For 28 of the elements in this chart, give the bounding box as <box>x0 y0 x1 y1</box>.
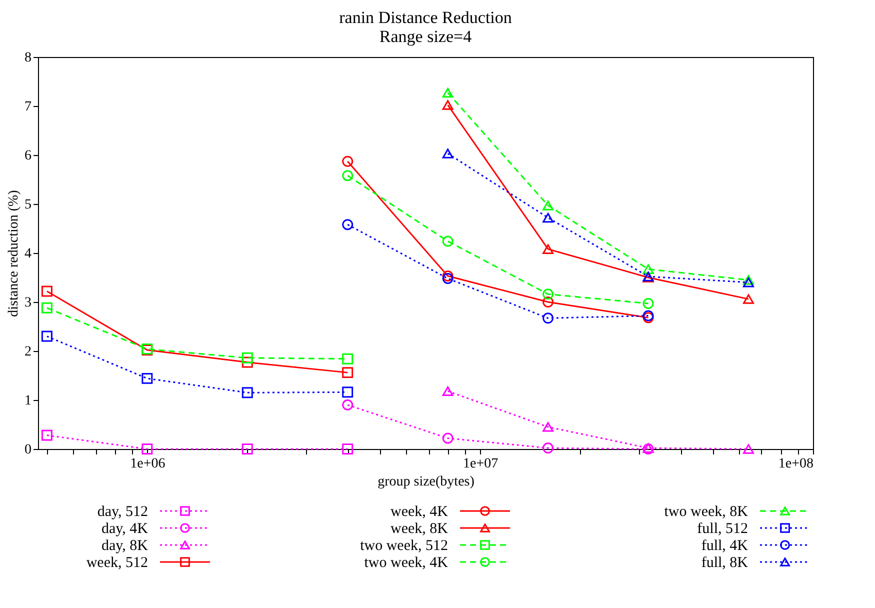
legend-label: week, 512 <box>86 555 148 571</box>
legend-label: week, 4K <box>390 504 448 520</box>
y-tick-label: 2 <box>24 344 32 360</box>
legend-label: full, 8K <box>701 555 748 571</box>
legend-label: full, 4K <box>701 538 748 554</box>
chart-subtitle: Range size=4 <box>379 27 472 46</box>
y-tick-label: 8 <box>24 50 32 66</box>
y-tick-label: 3 <box>24 296 32 310</box>
y-tick-label: 6 <box>24 148 32 164</box>
legend-label: full, 512 <box>697 521 748 537</box>
x-axis-title: group size(bytes) <box>378 474 475 490</box>
legend-label: two week, 8K <box>664 504 748 520</box>
x-tick-label: 1e+07 <box>463 456 498 472</box>
y-tick-label: 7 <box>24 100 32 114</box>
legend-label: two week, 4K <box>364 555 448 571</box>
y-tick-label: 1 <box>24 394 32 408</box>
x-tick-label: 1e+08 <box>778 456 814 472</box>
legend-label: day, 8K <box>101 538 148 554</box>
legend-label: day, 4K <box>101 521 148 537</box>
chart-title: ranin Distance Reduction <box>339 8 512 27</box>
legend-label: two week, 512 <box>360 538 448 554</box>
legend-label: week, 8K <box>390 521 448 537</box>
y-axis-title: distance reduction (%) <box>6 190 22 317</box>
y-tick-label: 5 <box>24 198 32 212</box>
x-tick-label: 1e+06 <box>130 456 166 472</box>
y-tick-label: 0 <box>24 442 32 458</box>
y-tick-label: 4 <box>24 246 32 262</box>
legend-label: day, 512 <box>97 504 148 520</box>
